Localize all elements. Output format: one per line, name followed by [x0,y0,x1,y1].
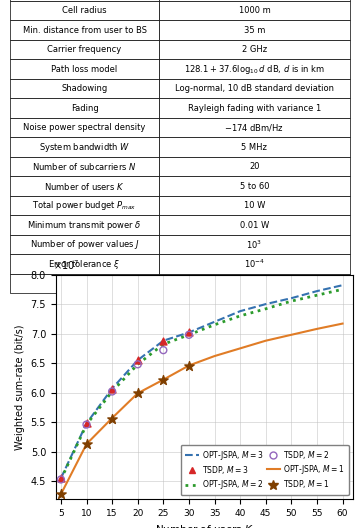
Point [84,419,89,428]
Point [84,420,89,429]
Point [161,346,166,354]
Point [84,440,89,448]
Point [135,356,141,364]
Point [161,336,166,345]
Point [109,384,115,393]
Y-axis label: Weighted sum-rate (bit/s): Weighted sum-rate (bit/s) [15,324,25,449]
Legend: OPT-JSPA, $M=3$, TSDP, $M=3$, OPT-JSPA, $M=2$, TSDP, $M=2$, OPT-JSPA, $M=1$, TSD: OPT-JSPA, $M=3$, TSDP, $M=3$, OPT-JSPA, … [181,445,349,495]
Point [58,490,64,498]
Point [186,331,192,339]
Point [186,328,192,337]
Point [109,387,115,395]
Text: $\times 10^7$: $\times 10^7$ [53,259,79,272]
Point [58,475,64,484]
Point [109,415,115,423]
Point [135,360,141,369]
X-axis label: Number of users $K$: Number of users $K$ [155,523,254,528]
Point [186,361,192,370]
Point [161,375,166,384]
Point [135,389,141,398]
Point [58,474,64,483]
